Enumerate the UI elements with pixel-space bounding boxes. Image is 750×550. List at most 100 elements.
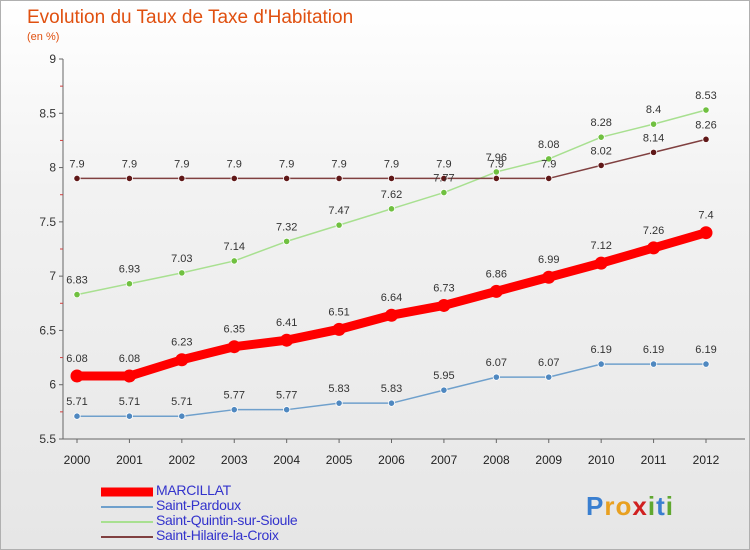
data-label-3: 8.26 bbox=[695, 119, 716, 131]
data-point-3 bbox=[178, 174, 186, 183]
x-tick-label: 2008 bbox=[483, 453, 510, 467]
data-label-1: 6.19 bbox=[643, 344, 664, 356]
data-point-0 bbox=[542, 270, 556, 284]
data-point-2 bbox=[440, 188, 448, 197]
axes: 5.5 6 6.5 7 7.5 8 8.5 9 2000 2001 2002 2003 2004 2005… bbox=[39, 52, 745, 467]
data-point-0 bbox=[227, 340, 241, 354]
x-tick-label: 2010 bbox=[588, 453, 615, 467]
data-point-1 bbox=[125, 412, 134, 420]
x-tick-label: 2005 bbox=[326, 453, 353, 467]
data-label-1: 5.95 bbox=[433, 370, 454, 382]
data-label-0: 7.12 bbox=[590, 240, 611, 252]
x-tick-label: 2007 bbox=[431, 453, 458, 467]
data-point-3 bbox=[387, 174, 396, 183]
data-point-2 bbox=[283, 237, 291, 245]
data-point-3 bbox=[125, 174, 134, 183]
y-tick-label: 6 bbox=[49, 378, 56, 392]
data-point-0 bbox=[332, 322, 346, 336]
data-point-2 bbox=[649, 120, 658, 128]
data-label-3: 7.9 bbox=[227, 158, 242, 170]
data-point-0 bbox=[280, 333, 294, 347]
data-label-2: 8.4 bbox=[646, 104, 661, 116]
data-label-2: 6.83 bbox=[66, 275, 87, 287]
series-points bbox=[70, 106, 713, 420]
data-point-3 bbox=[492, 174, 500, 183]
y-tick-label: 6.5 bbox=[39, 323, 56, 337]
x-tick-label: 2009 bbox=[535, 453, 562, 467]
data-label-1: 6.19 bbox=[590, 344, 611, 356]
data-label-0: 6.51 bbox=[328, 306, 349, 318]
data-point-1 bbox=[545, 373, 553, 381]
legend-item-saint-hilaire-la-croix: Saint-Hilaire-la-Croix bbox=[101, 527, 431, 544]
data-label-1: 6.07 bbox=[538, 357, 559, 369]
data-point-0 bbox=[437, 298, 451, 312]
y-tick-label: 9 bbox=[49, 52, 56, 66]
data-point-2 bbox=[702, 106, 710, 114]
y-tick-label: 7 bbox=[49, 269, 56, 283]
legend-label: Saint-Hilaire-la-Croix bbox=[156, 527, 279, 543]
chart-subtitle: (en %) bbox=[27, 31, 60, 43]
data-point-1 bbox=[335, 399, 343, 407]
data-point-1 bbox=[597, 360, 605, 368]
data-label-2: 6.93 bbox=[119, 264, 140, 276]
legend: MARCILLAT Saint-Pardoux Saint-Quintin-su… bbox=[101, 482, 431, 544]
legend-swatch bbox=[101, 536, 153, 538]
data-point-2 bbox=[335, 221, 343, 229]
chart-title: Evolution du Taux de Taxe d'Habitation bbox=[27, 7, 354, 28]
data-point-1 bbox=[230, 406, 238, 414]
data-label-0: 6.08 bbox=[119, 353, 140, 365]
legend-label: MARCILLAT bbox=[156, 482, 231, 498]
data-point-0 bbox=[385, 308, 398, 322]
data-label-0: 7.26 bbox=[643, 225, 664, 237]
legend-swatch bbox=[101, 506, 153, 508]
x-tick-label: 2001 bbox=[116, 453, 143, 467]
data-point-2 bbox=[545, 155, 553, 163]
data-label-1: 5.83 bbox=[328, 383, 349, 395]
data-point-3 bbox=[702, 135, 710, 143]
data-label-3: 7.9 bbox=[384, 158, 399, 170]
data-label-3: 7.9 bbox=[279, 158, 294, 170]
data-point-0 bbox=[647, 241, 661, 255]
data-label-2: 7.47 bbox=[328, 205, 349, 217]
data-point-1 bbox=[702, 360, 710, 368]
data-labels: 5.71 5.71 5.71 5.77 5.77 5.83 5.83 5.95 6.07 6.07… bbox=[66, 90, 716, 408]
y-tick-label: 8 bbox=[49, 161, 56, 175]
data-label-2: 7.14 bbox=[224, 241, 245, 253]
data-label-0: 6.86 bbox=[486, 268, 507, 280]
data-point-0 bbox=[594, 256, 608, 270]
data-label-3: 8.02 bbox=[590, 145, 611, 157]
legend-swatch bbox=[101, 521, 153, 523]
data-label-0: 6.35 bbox=[224, 324, 245, 336]
y-tick-label: 7.5 bbox=[39, 215, 56, 229]
x-tick-label: 2002 bbox=[168, 453, 195, 467]
data-label-3: 8.14 bbox=[643, 132, 664, 144]
y-tick-label: 8.5 bbox=[39, 106, 56, 120]
data-label-1: 5.71 bbox=[171, 396, 192, 408]
series-line-2 bbox=[76, 109, 707, 296]
legend-label: Saint-Quintin-sur-Sioule bbox=[156, 512, 298, 528]
data-point-3 bbox=[230, 174, 238, 183]
data-point-0 bbox=[70, 369, 84, 383]
data-label-0: 6.23 bbox=[171, 337, 192, 349]
data-label-0: 7.4 bbox=[698, 210, 713, 222]
data-label-2: 7.62 bbox=[381, 189, 402, 201]
data-label-1: 5.83 bbox=[381, 383, 402, 395]
legend-swatch bbox=[101, 487, 153, 497]
legend-item-marcillat: MARCILLAT bbox=[101, 482, 431, 499]
data-label-3: 7.9 bbox=[331, 158, 346, 170]
x-tick-label: 2011 bbox=[641, 453, 667, 467]
data-label-0: 6.99 bbox=[538, 254, 559, 266]
data-label-1: 5.71 bbox=[119, 396, 140, 408]
data-label-3: 7.9 bbox=[541, 158, 556, 170]
data-point-0 bbox=[122, 369, 136, 383]
data-label-2: 7.77 bbox=[433, 173, 454, 185]
data-point-0 bbox=[699, 226, 713, 240]
data-point-1 bbox=[440, 386, 448, 394]
data-point-1 bbox=[649, 360, 658, 368]
data-point-3 bbox=[335, 174, 343, 183]
data-label-1: 5.71 bbox=[66, 396, 87, 408]
data-point-2 bbox=[73, 290, 81, 299]
data-point-1 bbox=[283, 406, 291, 414]
data-point-3 bbox=[73, 174, 81, 183]
